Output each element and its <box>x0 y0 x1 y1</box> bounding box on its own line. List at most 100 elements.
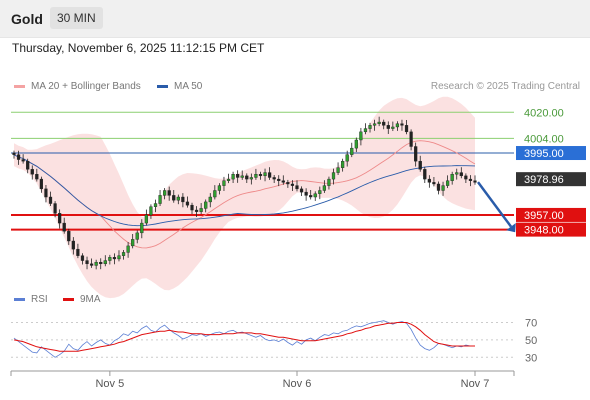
candle-39 <box>190 202 194 214</box>
candle-18 <box>94 259 98 270</box>
candle-body <box>423 169 427 180</box>
candle-body <box>48 196 53 204</box>
moving-average-layer <box>13 140 476 249</box>
candle-body <box>290 183 295 186</box>
candle-body <box>445 180 450 186</box>
candle-22 <box>112 253 117 265</box>
candle-12 <box>67 228 71 245</box>
candle-34 <box>167 186 171 201</box>
candle-99 <box>464 173 468 184</box>
candle-body <box>327 178 331 186</box>
candle-1 <box>16 150 21 165</box>
candle-11 <box>62 217 66 234</box>
candle-29 <box>144 209 148 226</box>
level-3995-00-label: 3995.00 <box>524 148 564 160</box>
candle-body <box>368 125 372 129</box>
x-tick-label-1: Nov 6 <box>283 378 312 390</box>
candle-71 <box>336 162 340 176</box>
candle-body <box>363 128 368 133</box>
candle-body <box>354 139 358 149</box>
top-bar: Gold 30 MIN <box>0 0 590 38</box>
candle-body <box>158 195 162 204</box>
candle-66 <box>313 191 317 201</box>
legend-rsi-ma-swatch <box>63 297 74 301</box>
candle-49 <box>236 170 240 183</box>
candle-body <box>295 185 299 190</box>
candle-body <box>309 195 313 198</box>
candle-86 <box>404 119 409 135</box>
candle-body <box>112 257 117 260</box>
candle-23 <box>117 250 121 262</box>
candle-body <box>441 185 445 191</box>
candle-60 <box>286 179 290 188</box>
candle-body <box>464 175 468 180</box>
candle-body <box>222 180 226 186</box>
candle-38 <box>185 196 190 208</box>
candle-95 <box>445 175 450 189</box>
candle-body <box>131 239 135 247</box>
candle-84 <box>395 121 400 131</box>
candle-body <box>190 204 194 211</box>
candle-37 <box>181 193 185 208</box>
candle-36 <box>176 194 180 205</box>
candle-body <box>359 131 363 141</box>
candle-body <box>185 201 190 206</box>
candle-54 <box>258 171 263 180</box>
candle-50 <box>240 170 244 180</box>
candle-14 <box>76 243 80 259</box>
legend-rsi-ma: 9MA <box>63 294 101 305</box>
candle-body <box>245 175 249 180</box>
legend-ma50-swatch <box>157 84 168 88</box>
candle-body <box>194 209 199 212</box>
candle-73 <box>345 150 349 167</box>
candle-47 <box>226 173 231 184</box>
candle-58 <box>277 175 281 187</box>
candle-body <box>254 174 258 178</box>
level-3978-96-label: 3978.96 <box>524 174 564 186</box>
candle-69 <box>327 176 331 190</box>
candle-body <box>432 182 436 185</box>
level-3948-00-label-box <box>516 222 586 237</box>
candle-body <box>382 121 386 126</box>
candle-87 <box>409 129 413 151</box>
candle-body <box>350 147 354 155</box>
candle-52 <box>249 173 253 185</box>
candle-96 <box>450 171 454 185</box>
level-3957-00-label: 3957.00 <box>524 210 564 222</box>
candle-body <box>217 185 222 191</box>
candle-body <box>39 178 44 190</box>
timeframe-button[interactable]: 30 MIN <box>50 7 103 29</box>
candle-21 <box>108 254 112 265</box>
candle-body <box>144 214 148 224</box>
ma50-line <box>13 154 476 227</box>
candle-body <box>400 123 404 126</box>
candle-body <box>140 222 144 234</box>
candle-body <box>299 188 304 193</box>
candle-92 <box>432 176 436 187</box>
candle-body <box>12 152 16 155</box>
candle-93 <box>436 181 441 195</box>
candle-body <box>341 160 345 168</box>
forecast-arrow-shaft <box>476 181 513 228</box>
candle-body <box>80 255 85 261</box>
candle-94 <box>441 181 445 196</box>
candle-45 <box>217 183 222 195</box>
candle-body <box>240 175 244 178</box>
candle-body <box>236 174 240 178</box>
candle-63 <box>299 186 304 197</box>
candle-57 <box>272 175 276 184</box>
candle-59 <box>281 175 285 185</box>
candle-88 <box>414 142 418 167</box>
candle-43 <box>208 193 212 208</box>
candle-body <box>30 169 34 175</box>
candle-90 <box>423 166 427 184</box>
candle-83 <box>391 121 395 132</box>
candle-body <box>44 188 48 198</box>
candle-9 <box>53 201 57 218</box>
candle-body <box>345 154 349 162</box>
candle-72 <box>341 158 345 172</box>
x-axis: Nov 5 Nov 6 Nov 7 <box>10 370 515 390</box>
candle-100 <box>468 175 473 187</box>
x-tick-label-0: Nov 5 <box>95 378 124 390</box>
